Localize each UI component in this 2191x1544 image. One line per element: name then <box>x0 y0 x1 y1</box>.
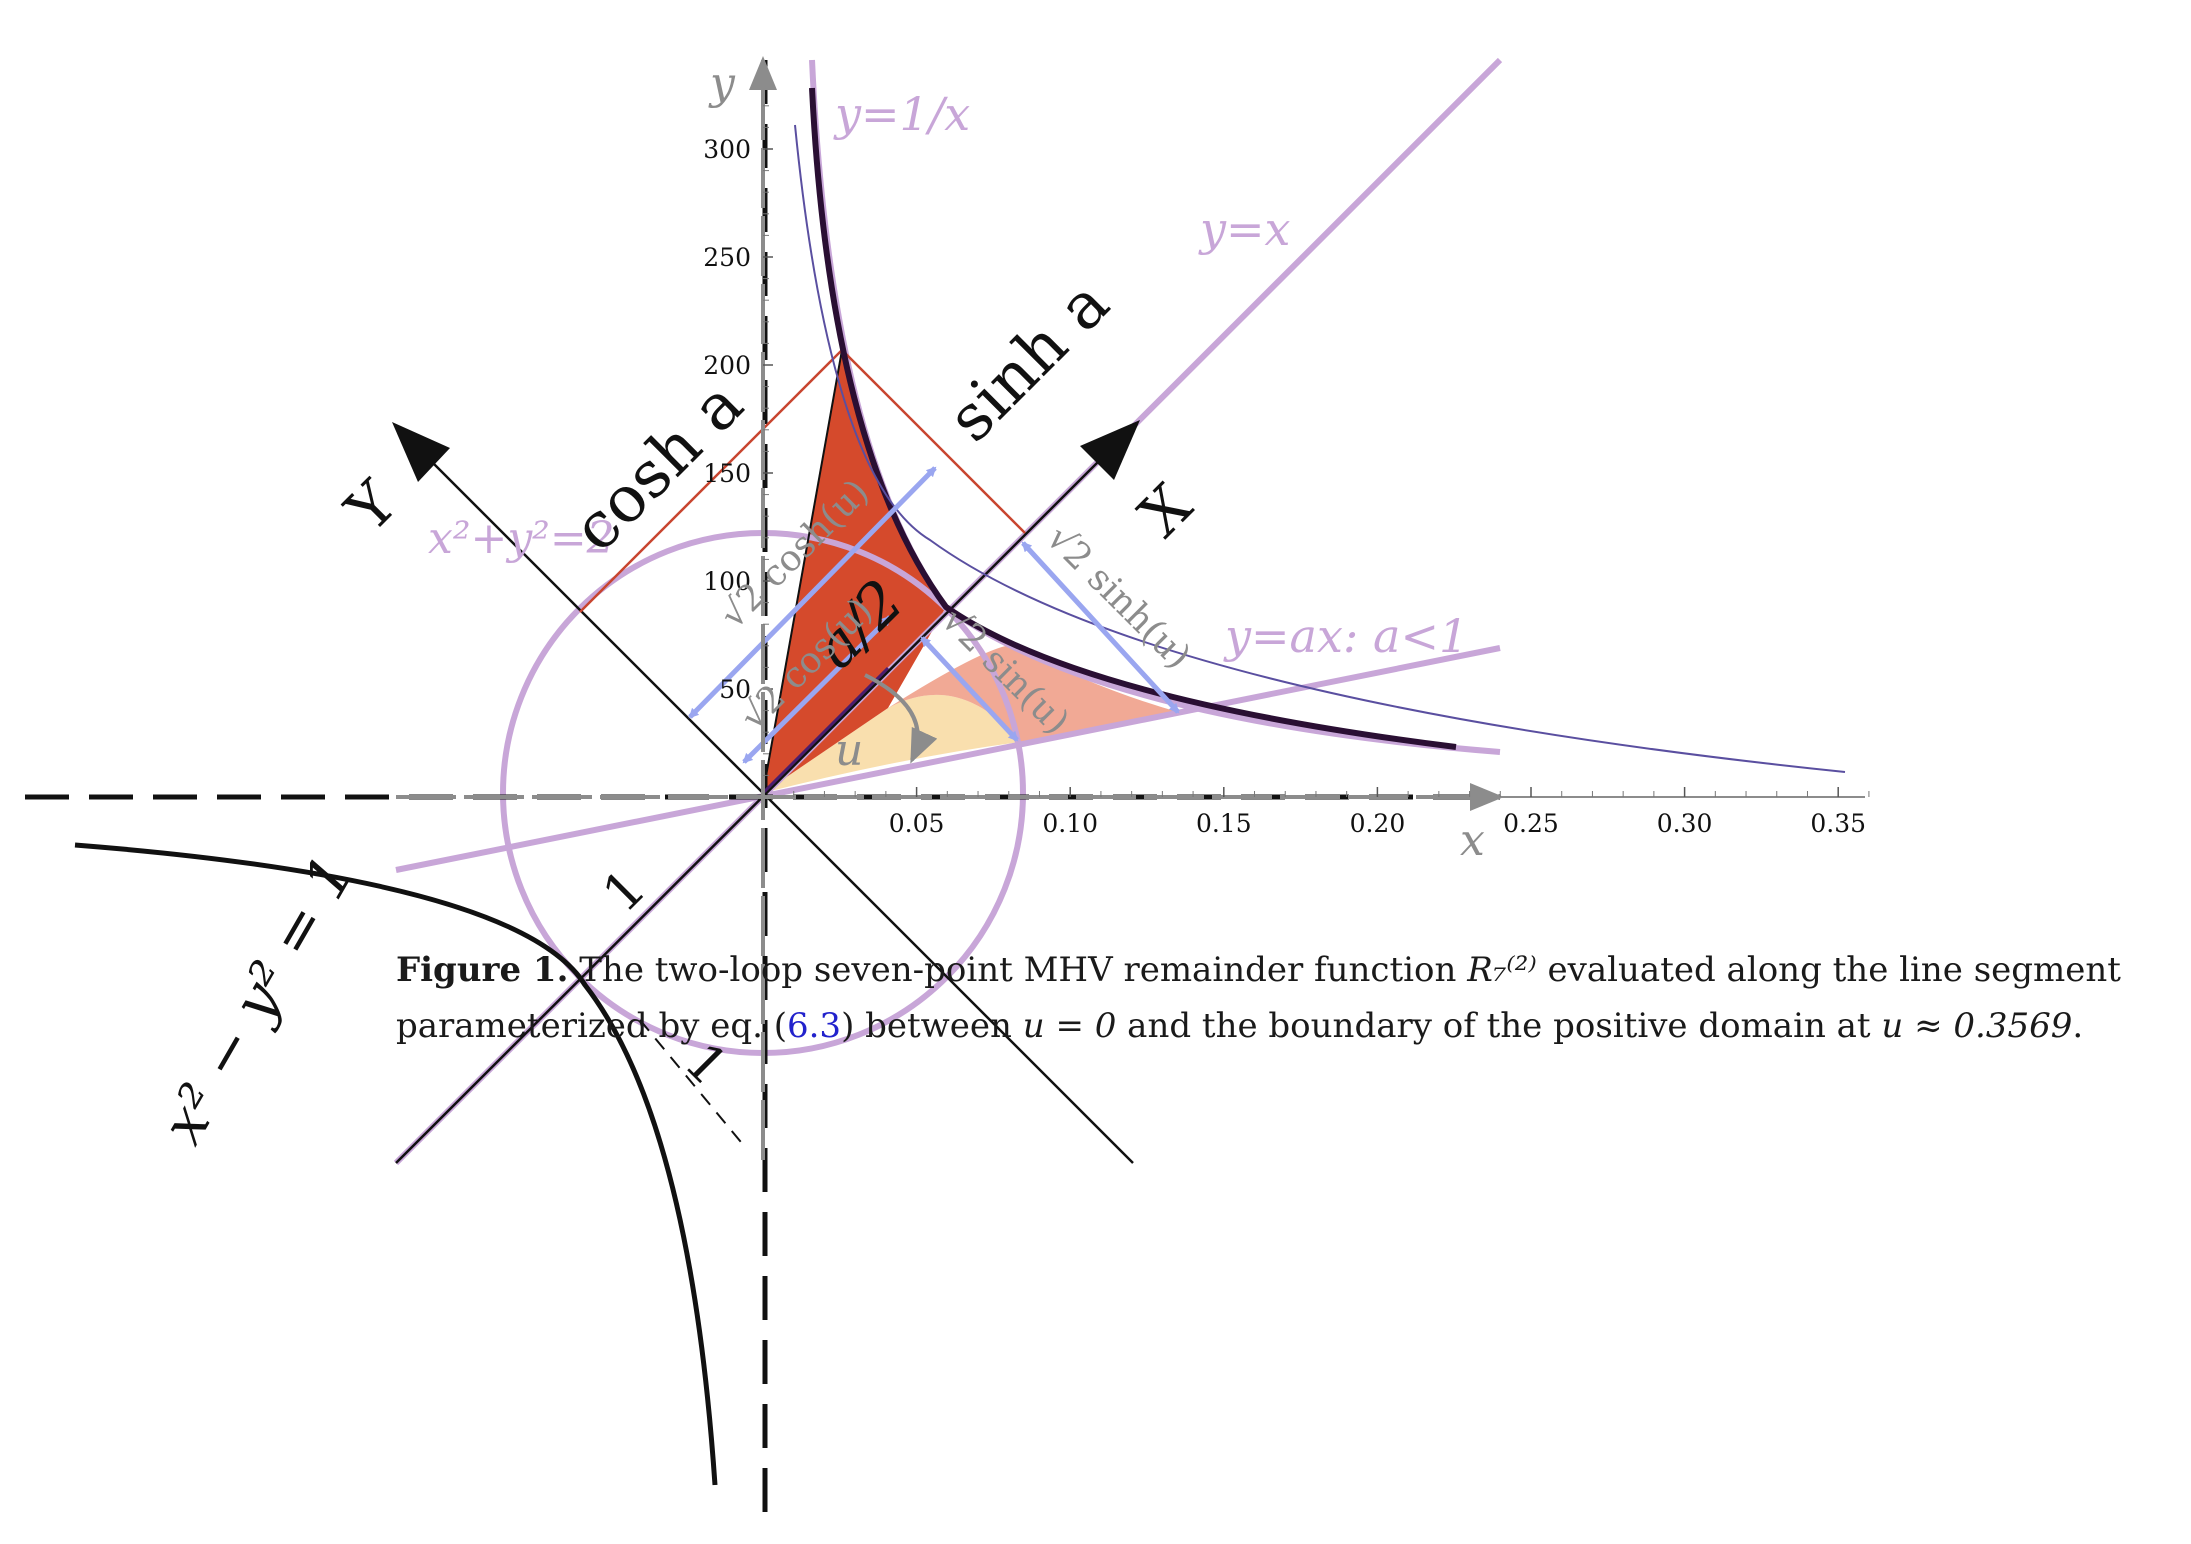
red-line-sinh <box>841 349 1026 534</box>
caption-text-1: The two-loop seven-point MHV remainder f… <box>568 950 1468 990</box>
x-tick-label: 0.15 <box>1196 809 1252 838</box>
label-axis-X: X <box>1126 471 1206 551</box>
x-tick-group: 0.05 0.10 0.15 0.20 0.25 0.30 0.35 <box>793 787 1870 838</box>
label-axis-x: x <box>1460 815 1485 866</box>
caption-math-remainder: R₇⁽²⁾ <box>1467 950 1537 990</box>
caption-text-2: evaluated along the line segment paramet… <box>396 950 2121 1046</box>
figure-caption: Figure 1. The two-loop seven-point MHV r… <box>396 942 2186 1054</box>
label-sinh-a: sinh a <box>934 267 1124 457</box>
y-tick-group: 50 100 150 200 250 300 <box>703 105 773 776</box>
label-circle-eq: x²+y²=2 <box>428 513 615 564</box>
caption-math-boundary: u ≈ 0.3569 <box>1881 1006 2073 1046</box>
label-hyperbola-eq: x² − y² = 1 <box>148 844 367 1155</box>
caption-text-5: . <box>2072 1006 2084 1046</box>
x-tick-label: 0.20 <box>1350 809 1406 838</box>
y-tick-label: 50 <box>719 675 751 704</box>
curve-hyperbola-left <box>74 842 718 1486</box>
axis-X-diagonal <box>395 444 1116 1164</box>
label-y-equals-reciprocal: y=1/x <box>833 87 970 141</box>
arrow-sqrt2-sinh-u <box>1021 541 1180 714</box>
x-tick-label: 0.05 <box>889 809 945 838</box>
line-y-equals-ax <box>395 645 1501 873</box>
inner-diagonal <box>761 666 890 795</box>
arrowhead-X <box>1080 420 1140 480</box>
label-angle-u: u <box>835 725 863 776</box>
x-tick-label: 0.30 <box>1657 809 1713 838</box>
y-tick-label: 100 <box>703 567 751 596</box>
caption-text-3: ) between <box>841 1006 1023 1046</box>
x-tick-label: 0.10 <box>1042 809 1098 838</box>
x-tick-label: 0.25 <box>1503 809 1559 838</box>
arrow-sqrt2-cosh-u <box>688 466 937 719</box>
y-tick-label: 150 <box>703 459 751 488</box>
x-tick-label: 0.35 <box>1810 809 1866 838</box>
hyperbola-asymptote-dashed <box>639 1019 746 1148</box>
axis-Y-diagonal <box>429 459 1134 1164</box>
label-y-equals-ax: y=ax: a<1 <box>1223 609 1468 663</box>
angle-u-arc <box>864 673 938 764</box>
label-axis-y: y <box>708 58 736 109</box>
arrowhead-Y <box>392 422 450 482</box>
caption-lead: Figure 1. <box>396 950 569 990</box>
arrow-sqrt2-cos-u <box>742 615 892 764</box>
caption-eq-link[interactable]: 6.3 <box>786 1006 842 1046</box>
caption-math-u0: u = 0 <box>1022 1006 1117 1046</box>
arrow-sqrt2-sin-u <box>920 636 1019 742</box>
y-tick-label: 200 <box>703 351 751 380</box>
label-y-equals-x: y=x <box>1198 202 1291 256</box>
caption-text-4: and the boundary of the positive domain … <box>1116 1006 1882 1046</box>
label-axis-Y: Y <box>332 467 411 546</box>
curve-dark-reciprocal <box>809 87 1457 750</box>
y-tick-label: 300 <box>703 135 751 164</box>
curve-thin-reciprocal <box>794 124 1846 773</box>
y-tick-label: 250 <box>703 243 751 272</box>
